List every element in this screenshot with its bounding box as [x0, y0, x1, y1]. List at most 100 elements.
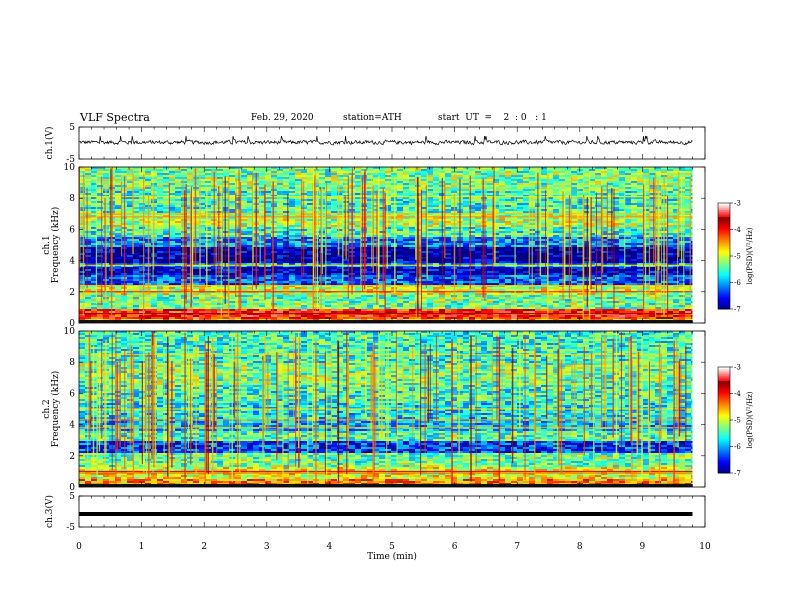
ch1-spectrogram-cell [499, 167, 505, 169]
ch1-spectrogram-cell [685, 171, 691, 173]
ch1-spectrogram-cell [541, 237, 547, 239]
ch1-spectrogram-cell [277, 239, 283, 241]
ch1-spectrogram-cell [169, 235, 175, 237]
ch1-spectrogram-cell [199, 211, 205, 213]
ch1-spectrogram-cell [127, 187, 133, 189]
ch1-spectrogram-cell [577, 249, 583, 251]
ch1-spectrogram-cell [553, 251, 559, 253]
ch1-spectrogram-cell [85, 259, 91, 261]
ch1-spectrogram-cell [379, 173, 385, 175]
ch1-spectrogram-cell [175, 205, 181, 207]
ch1-spectrogram-cell [97, 187, 103, 189]
ch1-spectrogram-cell [127, 221, 133, 223]
ch1-spectrogram-cell [145, 177, 151, 179]
ch1-spectrogram-cell [85, 233, 91, 235]
ch1-spectrogram-cell [241, 173, 247, 175]
ch1-spectrogram-cell [301, 175, 307, 177]
ch1-spectrogram-cell [433, 249, 439, 251]
ch1-spectrogram-cell [649, 187, 655, 189]
ch1-spectrogram-cell [517, 191, 523, 193]
ch1-spectrogram-cell [499, 197, 505, 199]
ch1-spectrogram-cell [289, 249, 295, 251]
ch1-spectrogram-cell [295, 169, 301, 171]
ch1-spectrogram-cell [631, 253, 637, 255]
ch1-spectrogram-cell [157, 231, 163, 233]
ch1-spectrogram-cell [595, 239, 601, 241]
ch1-spectrogram-cell [367, 219, 373, 221]
ch1-spectrogram-cell [421, 217, 427, 219]
ch1-spectrogram-cell [487, 241, 493, 243]
ch1-spectrogram-cell [355, 243, 361, 245]
ch1-spectrogram-cell [229, 203, 235, 205]
ch1-spectrogram-cell [79, 239, 85, 241]
ch1-spectrogram-cell [169, 223, 175, 225]
ch1-spectrogram-cell [241, 179, 247, 181]
ch1-spectrogram-cell [673, 237, 679, 239]
ch1-spectrogram-cell [181, 207, 187, 209]
ch1-spectrogram-cell [577, 239, 583, 241]
ch1-spectrogram-cell [373, 239, 379, 241]
ch1-spectrogram-cell [121, 187, 127, 189]
ch1-spectrogram-cell [289, 189, 295, 191]
ch1-spectrogram-cell [499, 195, 505, 197]
ch1-spectrogram-cell [649, 177, 655, 179]
ch1-spectrogram-cell [283, 239, 289, 241]
ch1-spectrogram-cell [625, 175, 631, 177]
ch1-spectrogram-cell [637, 189, 643, 191]
ch1-spectrogram-cell [187, 167, 193, 169]
ch1-spectrogram-cell [409, 233, 415, 235]
ch1-spectrogram-cell [97, 249, 103, 251]
ch1-spectrogram-cell [223, 167, 229, 169]
ch1-spectrogram-cell [295, 233, 301, 235]
ch1-spectrogram-cell [307, 181, 313, 183]
ch1-spectrogram-cell [367, 225, 373, 227]
ch1-spectrogram-cell [481, 229, 487, 231]
ch1-spectrogram-cell [463, 189, 469, 191]
ch1-spectrogram-cell [631, 243, 637, 245]
ch1-spectrogram-cell [115, 203, 121, 205]
ch1-spectrogram-cell [553, 209, 559, 211]
ch1-spectrogram-cell [637, 255, 643, 257]
ch1-spectrogram-cell [397, 183, 403, 185]
ch1-spectrogram-cell [337, 259, 343, 261]
ch1-spectrogram-cell [673, 175, 679, 177]
ch1-spectrogram-cell [523, 185, 529, 187]
ch1-spectrogram-cell [475, 255, 481, 257]
ch1-spectrogram-cell [493, 201, 499, 203]
ch1-spectrogram-cell [475, 187, 481, 189]
ch1-spectrogram-cell [475, 185, 481, 187]
ch1-spectrogram-cell [235, 217, 241, 219]
ch1-spectrogram-cell [619, 239, 625, 241]
ch1-spectrogram-cell [97, 175, 103, 177]
ch1-spectrogram-cell [667, 245, 673, 247]
ch1-spectrogram-cell [433, 167, 439, 169]
ch1-spectrogram-cell [559, 199, 565, 201]
ch1-spectrogram-cell [559, 201, 565, 203]
ch1-spectrogram-cell [127, 251, 133, 253]
ch1-spectrogram-cell [331, 185, 337, 187]
ch1-spectrogram-cell [169, 175, 175, 177]
ch1-spectrogram-cell [133, 187, 139, 189]
ch1-spectrogram-cell [199, 189, 205, 191]
ch1-spectrogram-cell [325, 187, 331, 189]
ch1-spectrogram-cell [583, 211, 589, 213]
ch1-spectrogram-cell [511, 209, 517, 211]
ch1-spectrogram-cell [475, 177, 481, 179]
ch1-spectrogram-cell [673, 253, 679, 255]
ch1-spectrogram-cell [367, 177, 373, 179]
ch1-spectrogram-cell [241, 197, 247, 199]
ch1-spectrogram-cell [505, 253, 511, 255]
ch1-spectrogram-cell [385, 223, 391, 225]
ch1-spectrogram-cell [325, 251, 331, 253]
ch1-spectrogram-cell [151, 175, 157, 177]
ch1-spectrogram-cell [145, 187, 151, 189]
ch1-spectrogram-cell [235, 219, 241, 221]
ch1-spectrogram-cell [175, 193, 181, 195]
ch1-spectrogram-cell [79, 243, 85, 245]
ch1-spectrogram-cell [385, 239, 391, 241]
ch1-spectrogram-cell [241, 199, 247, 201]
ch1-spectrogram-cell [85, 223, 91, 225]
ch1-spectrogram-cell [637, 203, 643, 205]
ch1-spectrogram-cell [121, 177, 127, 179]
ch1-spectrogram-cell [643, 187, 649, 189]
